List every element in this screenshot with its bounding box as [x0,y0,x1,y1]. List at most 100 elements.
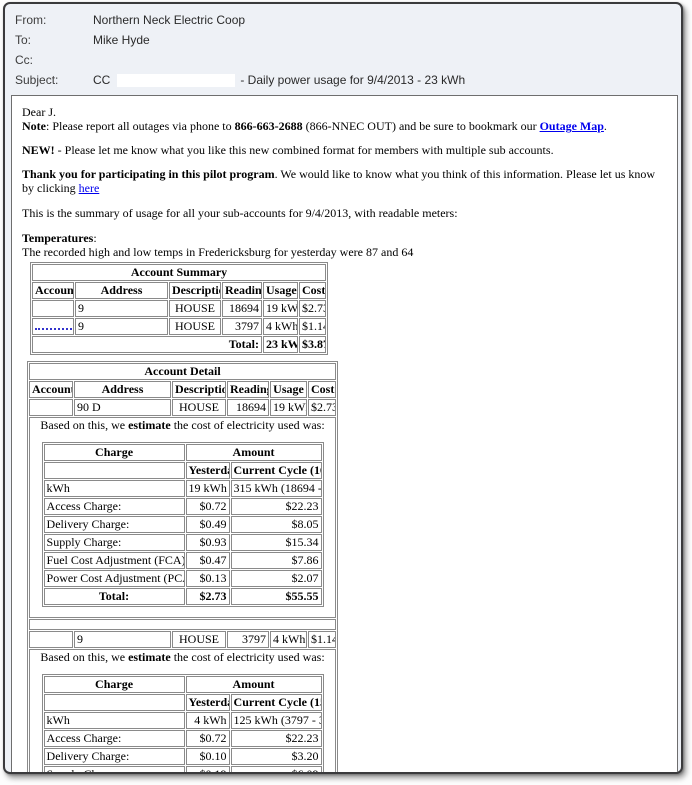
charge-row: Supply Charge: $0.19 $6.09 [43,766,322,772]
charge-row: Power Cost Adjustment (PCA): $0.13 $2.07 [43,570,322,588]
pilot-line: Thank you for participating in this pilo… [22,167,667,195]
col-address: Address [74,381,171,399]
charge1-fca-yesterday: $0.47 [185,552,230,570]
charge-total-row: Total: $2.73 $55.55 [43,588,322,606]
charge1-pca-label: Power Cost Adjustment (PCA): [43,570,185,588]
charge-table-1: Charge Amount Yesterday Current Cycle (1… [41,442,324,608]
charge1-access-cycle: $22.23 [230,498,322,516]
email-header: From: Northern Neck Electric Coop To: Mi… [5,4,681,95]
detail-account1-account [29,399,73,417]
charge2-kwh-cycle: 125 kWh (3797 - 3672) [230,712,322,730]
subject-value: CC - Daily power usage for 9/4/2013 - 23 … [93,73,465,88]
new-text: - Please let me know what you like this … [54,143,554,158]
summary-row2-account [32,318,74,336]
charge2-delivery-label: Delivery Charge: [43,748,185,766]
cc-row: Cc: [15,53,669,67]
summary-row1-account [32,300,74,318]
summary-intro: This is the summary of usage for all you… [22,206,458,221]
account-detail-table: Account Detail Account Address Descripti… [27,361,339,772]
charge1-fca-label: Fuel Cost Adjustment (FCA): [43,552,185,570]
note-phone: 866-663-2688 [234,119,303,134]
detail-account1-usage: 19 kWh [270,399,307,417]
charge2-supply-cycle: $6.09 [230,766,322,772]
detail-account2-description: HOUSE [172,631,226,649]
charge-row: Access Charge: $0.72 $22.23 [43,730,322,748]
note-text-3: . [603,119,607,134]
summary-total-row: Total: 23 kWh $3.87 [32,336,327,354]
feedback-here-link[interactable]: here [78,181,100,196]
detail-account1-address: 90 D [74,399,171,417]
green-separator-bar-1 [29,619,337,631]
detail-account2-estimate-section: Based on this, we estimate the cost of e… [29,649,337,772]
subject-row: Subject: CC - Daily power usage for 9/4/2… [15,73,669,88]
summary-row1-reading: 18694 [222,300,262,318]
charge1-delivery-label: Delivery Charge: [43,516,185,534]
note-text-2: (866-NNEC OUT) and be sure to bookmark o… [302,119,540,134]
detail-title: Account Detail [29,363,337,381]
summary-title: Account Summary [32,264,327,282]
charge2-kwh-label: kWh [43,712,185,730]
outage-map-link[interactable]: Outage Map [539,119,604,134]
charge-row: kWh 4 kWh 125 kWh (3797 - 3672) [43,712,322,730]
charge1-fca-cycle: $7.86 [230,552,322,570]
to-label: To: [15,33,32,47]
summary-row-2: 9 HOUSE 3797 4 kWh $1.14 [32,318,327,336]
charge2-access-label: Access Charge: [43,730,185,748]
account-summary-table: Account Summary Account Address Descript… [30,262,329,356]
yesterday-header: Yesterday [185,694,230,712]
col-usage: Usage [270,381,307,399]
summary-header-row: Account Address Description Reading Usag… [32,282,327,300]
estimate-text-2: Based on this, we estimate the cost of e… [32,651,333,664]
detail-account1-description: HOUSE [172,399,226,417]
detail-account1-row: 90 D HOUSE 18694 19 kWh $2.73 [29,399,337,417]
summary-row1-address: 9 [75,300,168,318]
charge-row: kWh 19 kWh 315 kWh (18694 - 18379) [43,480,322,498]
summary-row2-address: 9 [75,318,168,336]
charge1-access-label: Access Charge: [43,498,185,516]
charge1-total-yesterday: $2.73 [185,588,230,606]
from-label: From: [15,13,47,27]
charge-row: Access Charge: $0.72 $22.23 [43,498,322,516]
charge2-access-yesterday: $0.72 [185,730,230,748]
charge1-pca-cycle: $2.07 [230,570,322,588]
detail-account2-address: 9 [74,631,171,649]
charge-row: Supply Charge: $0.93 $15.34 [43,534,322,552]
charge-row: Delivery Charge: $0.10 $3.20 [43,748,322,766]
charge2-delivery-yesterday: $0.10 [185,748,230,766]
charge1-delivery-yesterday: $0.49 [185,516,230,534]
estimate-before: Based on this, we [40,418,129,433]
yesterday-header: Yesterday [185,462,230,480]
note-text-1: : Please report all outages via phone to [46,119,235,134]
detail-account1-estimate-section: Based on this, we estimate the cost of e… [29,417,337,619]
estimate-after: the cost of electricity used was: [170,650,325,665]
charge-blank-cell [43,462,185,480]
redacted-account-link[interactable] [35,320,73,331]
col-account: Account [29,381,73,399]
charge1-access-yesterday: $0.72 [185,498,230,516]
charge1-total-cycle: $55.55 [230,588,322,606]
charge1-total-label: Total: [43,588,185,606]
note-label: Note [22,119,46,134]
col-reading: Reading [227,381,269,399]
charge2-supply-yesterday: $0.19 [185,766,230,772]
to-row: To: Mike Hyde [15,33,669,47]
charge1-supply-cycle: $15.34 [230,534,322,552]
subject-redaction-box [117,74,236,88]
subject-prefix: CC [93,73,111,87]
detail-account2-reading: 3797 [227,631,269,649]
charge-header: Charge [43,444,185,462]
new-label: NEW! [22,143,55,158]
cycle-header-2: Current Cycle (15 Days) [230,694,322,712]
summary-row2-cost: $1.14 [299,318,327,336]
subject-label: Subject: [15,73,59,87]
amount-header: Amount [185,676,322,694]
cycle-header-1: Current Cycle (16 Days) [230,462,322,480]
email-window: From: Northern Neck Electric Coop To: Mi… [3,2,683,774]
charge-table-2: Charge Amount Yesterday Current Cycle (1… [41,674,324,772]
col-account: Account [32,282,74,300]
detail-account1-cost: $2.73 [308,399,337,417]
estimate-bold: estimate [128,650,171,665]
summary-total-label: Total: [32,336,262,354]
charge1-pca-yesterday: $0.13 [185,570,230,588]
summary-row2-reading: 3797 [222,318,262,336]
